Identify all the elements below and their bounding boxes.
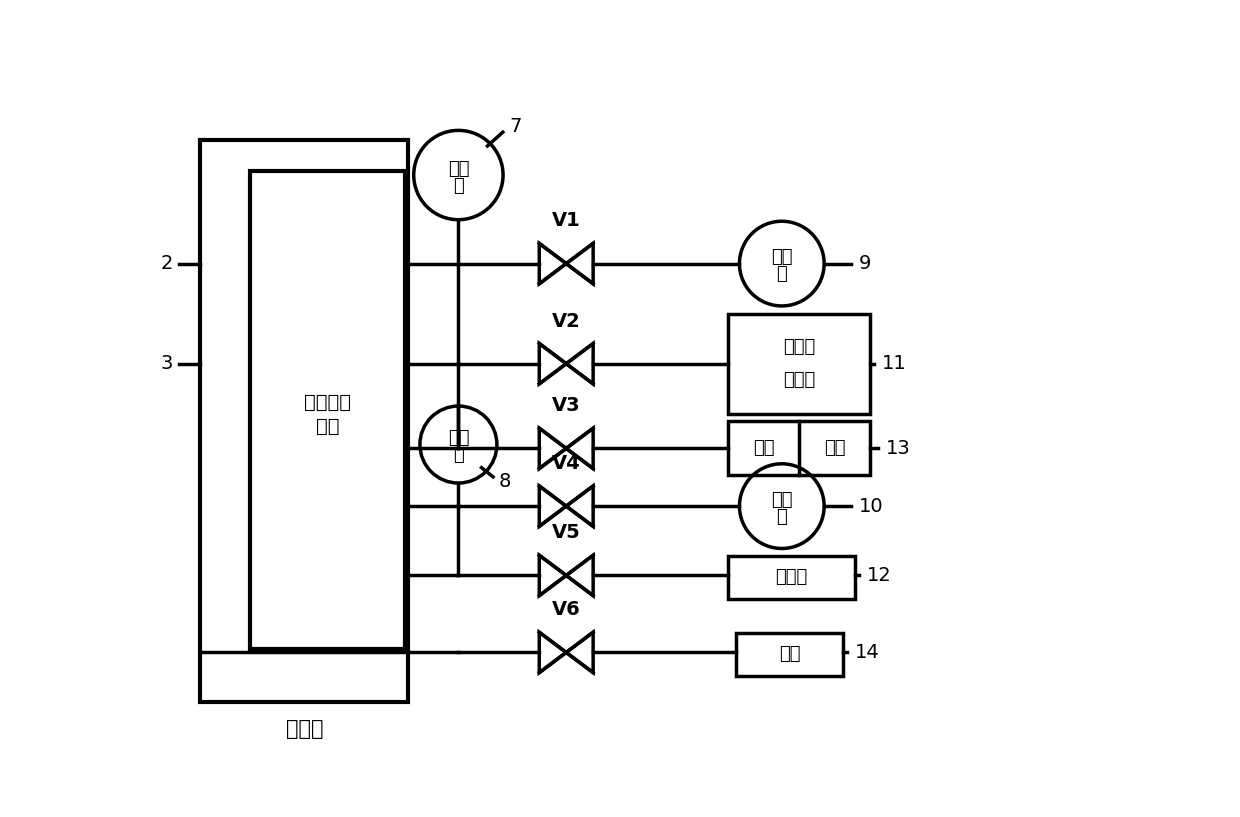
Text: 12: 12 <box>867 566 892 585</box>
Text: 2: 2 <box>160 254 172 273</box>
Text: V3: V3 <box>552 396 580 415</box>
Text: 抽气: 抽气 <box>771 248 792 266</box>
Text: 电池系统: 电池系统 <box>304 393 351 412</box>
Text: 11: 11 <box>882 355 906 373</box>
Text: V6: V6 <box>552 600 580 619</box>
Bar <box>728 422 870 475</box>
Text: 10: 10 <box>859 497 883 516</box>
Text: 14: 14 <box>854 643 879 662</box>
Text: 抽气: 抽气 <box>771 491 792 509</box>
Text: 泵: 泵 <box>776 508 787 526</box>
Text: 泵: 泵 <box>776 266 787 283</box>
Bar <box>735 633 843 676</box>
Text: 标准: 标准 <box>753 440 774 458</box>
Text: 真空: 真空 <box>448 160 469 178</box>
Text: 氦质谱: 氦质谱 <box>782 338 815 356</box>
Text: 9: 9 <box>859 254 872 273</box>
Bar <box>201 141 408 703</box>
Text: 检漏仪: 检漏仪 <box>782 372 815 390</box>
Text: 真空箱: 真空箱 <box>285 720 324 739</box>
Bar <box>250 172 404 649</box>
Text: 7: 7 <box>508 118 521 136</box>
Text: 计: 计 <box>453 176 464 194</box>
Text: V1: V1 <box>552 212 580 230</box>
Text: 计: 计 <box>453 446 464 464</box>
Text: V5: V5 <box>552 524 580 542</box>
Bar <box>728 314 870 413</box>
Text: 真空: 真空 <box>448 430 469 448</box>
Text: 13: 13 <box>885 439 910 458</box>
Text: 大气: 大气 <box>779 645 800 663</box>
Text: 8: 8 <box>498 472 511 491</box>
Text: 3: 3 <box>160 355 172 373</box>
Text: 氦气源: 氦气源 <box>775 569 807 587</box>
Text: V4: V4 <box>552 454 580 473</box>
Text: 漏孔: 漏孔 <box>825 440 846 458</box>
Bar <box>728 556 854 599</box>
Text: 箱体: 箱体 <box>316 417 340 436</box>
Text: V2: V2 <box>552 311 580 331</box>
